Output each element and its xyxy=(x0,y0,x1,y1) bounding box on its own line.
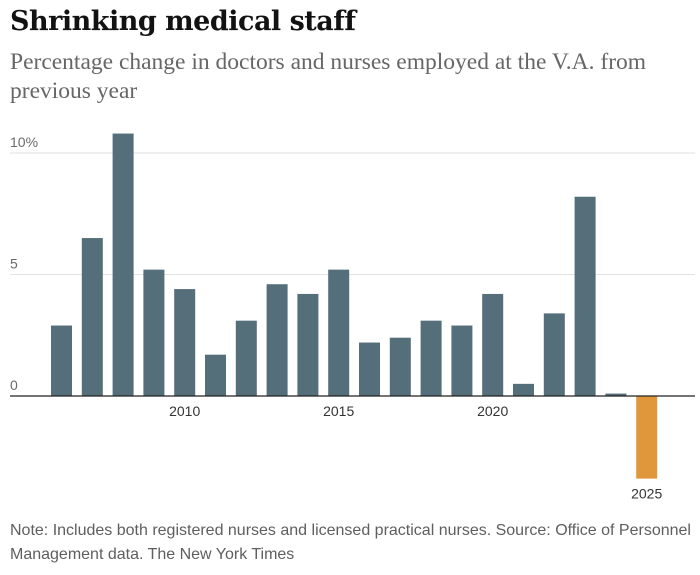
axes: 0 5 10% 2010 2015 2020 2025 xyxy=(10,134,695,502)
chart-title: Shrinking medical staff xyxy=(10,6,356,37)
x-tick-label: 2015 xyxy=(323,403,354,419)
bar-2007 xyxy=(81,238,103,396)
bar-chart: 0 5 10% 2010 2015 2020 2025 xyxy=(10,133,695,502)
x-tick-label: 2025 xyxy=(631,486,662,502)
bar-2021 xyxy=(513,383,534,396)
x-tick-label: 2020 xyxy=(477,403,508,419)
y-tick-label: 0 xyxy=(10,377,18,393)
bar-2010 xyxy=(174,289,196,396)
bar-2024 xyxy=(605,393,627,396)
bar-2006 xyxy=(51,325,72,396)
bar-2008 xyxy=(112,133,134,396)
bar-2017 xyxy=(389,337,411,396)
bar-2015 xyxy=(328,269,350,396)
bars xyxy=(51,133,658,479)
bar-2023 xyxy=(574,196,596,396)
bar-2012 xyxy=(235,320,257,396)
source-note: Note: Includes both registered nurses an… xyxy=(10,522,691,563)
bar-2011 xyxy=(205,354,226,396)
y-tick-label: 5 xyxy=(10,256,18,272)
bar-2025 xyxy=(636,396,658,479)
x-tick-label: 2010 xyxy=(169,403,200,419)
bar-2019 xyxy=(451,325,473,396)
bar-2020 xyxy=(482,293,504,396)
bar-2014 xyxy=(297,293,319,396)
y-tick-label: 10% xyxy=(10,134,38,150)
bar-2018 xyxy=(420,320,442,396)
chart-subtitle: Percentage change in doctors and nurses … xyxy=(10,49,647,104)
bar-2013 xyxy=(266,284,288,396)
bar-2016 xyxy=(359,342,380,396)
bar-2009 xyxy=(143,269,165,396)
bar-2022 xyxy=(543,313,565,396)
